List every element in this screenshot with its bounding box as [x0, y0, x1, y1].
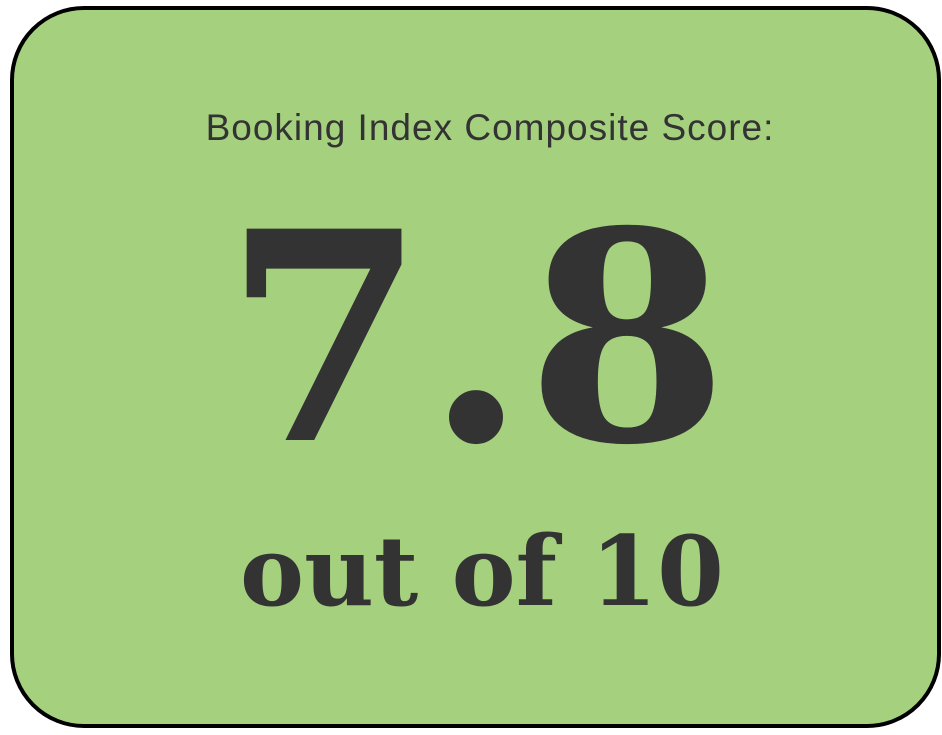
card-label: Booking Index Composite Score: — [206, 107, 775, 148]
score-value: 7.8 — [224, 169, 729, 509]
score-scale: out of 10 — [240, 515, 724, 628]
card — [10, 6, 941, 728]
